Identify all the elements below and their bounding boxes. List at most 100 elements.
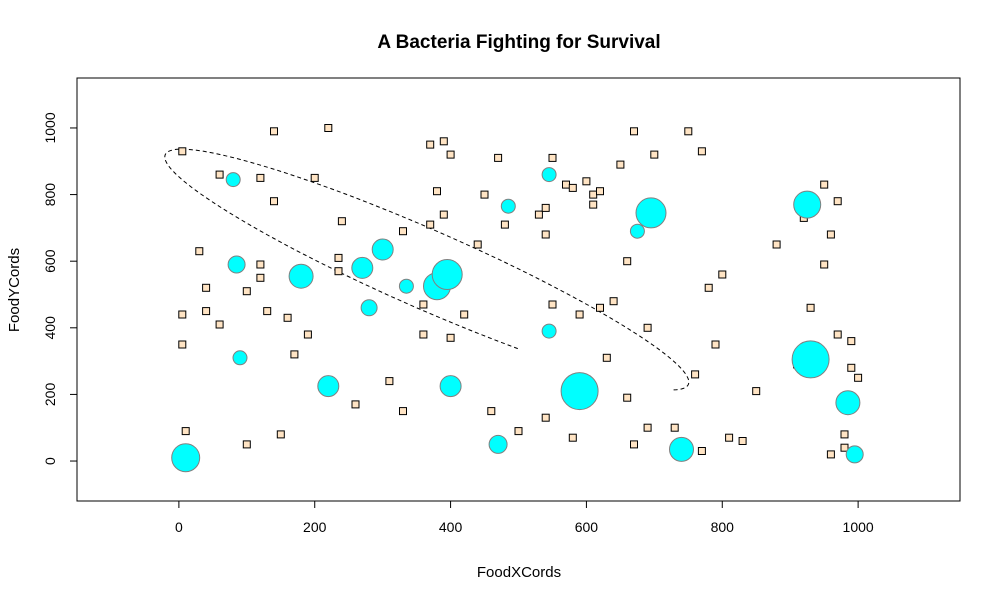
food-point [215, 320, 224, 329]
bacteria-point [635, 197, 667, 229]
food-point [738, 437, 747, 445]
food-point [589, 190, 598, 199]
food-point [494, 153, 503, 162]
y-tick-label: 0 [42, 457, 58, 465]
food-point [215, 170, 224, 179]
food-point [575, 310, 584, 319]
food-point [178, 147, 187, 156]
y-tick-label: 800 [42, 183, 58, 207]
x-tick-label: 400 [439, 519, 463, 535]
food-point [310, 173, 319, 182]
food-point [718, 270, 727, 279]
food-point [426, 140, 435, 149]
food-point [256, 273, 265, 282]
bacteria-point [488, 434, 508, 454]
food-point [643, 323, 652, 332]
bacteria-point [560, 372, 599, 411]
food-point [433, 187, 441, 196]
food-point [534, 210, 543, 219]
bacteria-point [171, 443, 201, 473]
bacteria-point [541, 167, 557, 183]
food-point [263, 307, 272, 316]
food-point [630, 127, 638, 136]
food-point [833, 197, 842, 206]
food-point [500, 220, 509, 229]
food-point [276, 430, 285, 439]
bacteria-point [431, 259, 463, 290]
food-point [806, 303, 815, 312]
food-point [334, 253, 343, 262]
food-point [650, 150, 659, 159]
food-point [303, 330, 312, 339]
x-tick-label: 1000 [843, 519, 874, 535]
food-point [487, 407, 496, 416]
bacteria-point [371, 238, 394, 261]
bacteria-point [398, 278, 414, 294]
bacteria-point [351, 256, 374, 279]
y-tick-label: 1000 [42, 112, 58, 143]
bacteria-point [317, 375, 340, 398]
y-tick-label: 400 [42, 316, 58, 340]
food-point [840, 443, 849, 452]
y-tick-label: 200 [42, 383, 58, 407]
food-point [684, 127, 693, 136]
food-point [826, 450, 835, 459]
food-point [439, 137, 448, 146]
food-point [446, 150, 455, 159]
food-point [833, 330, 842, 339]
food-point [582, 177, 591, 186]
food-point [691, 370, 700, 379]
food-point [334, 267, 343, 276]
bacteria-point [225, 172, 241, 188]
y-axis: 0 200 400 600 800 1000 [42, 112, 78, 465]
x-tick-label: 0 [175, 519, 183, 535]
food-point [568, 183, 577, 192]
y-tick-label: 600 [42, 249, 58, 273]
food-point [697, 447, 706, 455]
food-point [670, 423, 679, 432]
food-point [616, 160, 625, 169]
food-point [181, 427, 190, 436]
food-point [426, 220, 435, 229]
plot-area [164, 124, 864, 473]
food-point [541, 203, 550, 212]
food-point [178, 310, 187, 319]
food-point [480, 190, 489, 199]
food-point [324, 124, 333, 132]
bacteria-point [500, 198, 516, 214]
bacteria-point [791, 340, 830, 379]
food-point [541, 230, 550, 239]
food-point [711, 340, 720, 349]
food-point [772, 240, 781, 249]
x-tick-label: 600 [575, 519, 599, 535]
food-point [840, 430, 849, 439]
food-point [399, 407, 407, 416]
food-point [826, 230, 835, 239]
food-point [473, 240, 482, 249]
food-point [337, 217, 346, 226]
food-point [630, 440, 638, 449]
bacteria-point [232, 350, 248, 366]
food-point [847, 337, 856, 346]
food-point [725, 433, 734, 442]
food-point [548, 300, 557, 309]
food-point [270, 127, 278, 136]
food-point [847, 363, 856, 372]
food-point [602, 353, 611, 362]
food-point [419, 330, 428, 339]
bacteria-point [629, 223, 645, 239]
food-point [609, 297, 618, 306]
bacteria-point [288, 263, 314, 289]
x-axis-label: FoodXCords [477, 564, 561, 581]
food-point [460, 310, 469, 319]
bacteria-point [360, 299, 378, 317]
food-point [202, 283, 211, 292]
food-point [399, 227, 407, 236]
food-point [643, 423, 652, 432]
bacteria-point [439, 375, 462, 398]
y-axis-label: FoodYCords [6, 248, 23, 332]
food-point [562, 180, 570, 189]
food-point [446, 333, 455, 342]
food-point [820, 260, 829, 269]
